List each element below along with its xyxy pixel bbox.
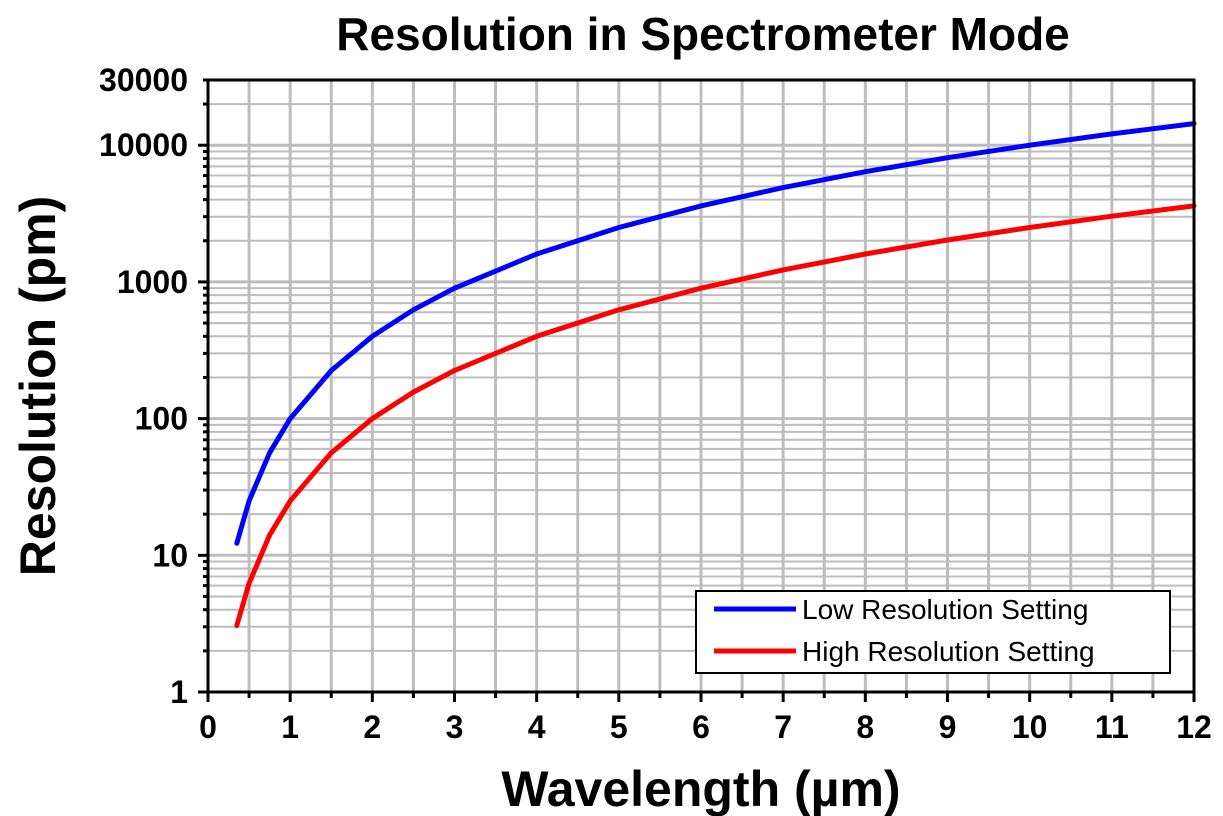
- y-tick-label: 1: [170, 674, 188, 710]
- y-tick-label: 30000: [99, 62, 188, 98]
- y-tick-label: 10: [152, 537, 188, 573]
- x-tick-label: 11: [1095, 709, 1129, 745]
- legend-label-high: High Resolution Setting: [802, 636, 1095, 667]
- series-line-low-resolution: [234, 121, 1197, 546]
- x-tick-label: 0: [199, 709, 217, 745]
- y-tick-label: 100: [135, 401, 188, 437]
- x-tick-label: 6: [692, 709, 710, 745]
- legend: Low Resolution Setting High Resolution S…: [695, 590, 1171, 674]
- x-tick-label: 7: [774, 709, 792, 745]
- x-tick-label: 4: [528, 709, 546, 745]
- x-tick-label: 8: [856, 709, 874, 745]
- y-tick-label: 10000: [99, 127, 188, 163]
- x-axis-label: Wavelength (µm): [501, 761, 900, 816]
- x-tick-label: 10: [1012, 709, 1048, 745]
- series-layer: [234, 121, 1197, 629]
- y-tick-label: 1000: [117, 264, 188, 300]
- x-tick-label: 12: [1176, 709, 1212, 745]
- x-tick-label: 5: [610, 709, 628, 745]
- legend-box: [695, 590, 1171, 674]
- chart-title: Resolution in Spectrometer Mode: [336, 8, 1070, 60]
- y-axis-label: Resolution (pm): [10, 196, 66, 577]
- x-tick-label: 1: [281, 709, 299, 745]
- x-tick-label: 9: [939, 709, 957, 745]
- x-tick-label: 2: [363, 709, 381, 745]
- legend-label-low: Low Resolution Setting: [802, 594, 1088, 625]
- x-tick-label: 3: [446, 709, 464, 745]
- series-line-high-resolution: [234, 203, 1197, 629]
